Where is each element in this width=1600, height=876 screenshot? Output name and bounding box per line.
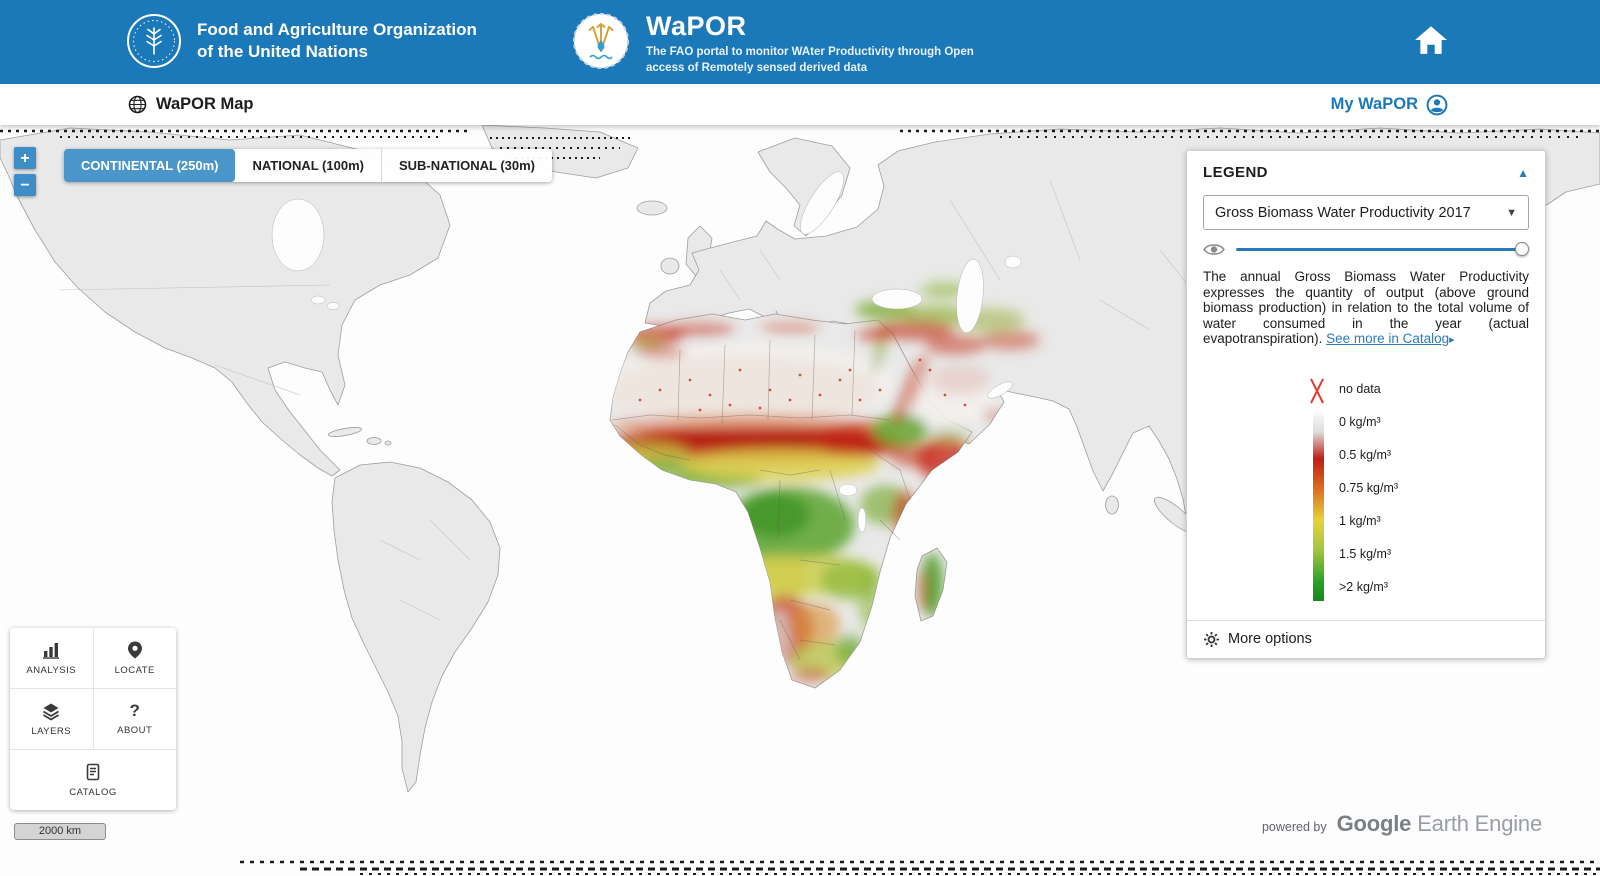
opacity-slider-knob[interactable] xyxy=(1515,242,1529,256)
wapor-branding: WaPOR The FAO portal to monitor WAter Pr… xyxy=(572,12,974,76)
legend-panel: LEGEND ▲ Gross Biomass Water Productivit… xyxy=(1186,150,1546,659)
layers-icon xyxy=(43,703,60,721)
layers-label: LAYERS xyxy=(31,726,72,737)
analysis-button[interactable]: ANALYSIS xyxy=(10,628,93,688)
gear-icon xyxy=(1204,631,1219,647)
home-icon xyxy=(1415,26,1447,54)
layer-description-text: The annual Gross Biomass Water Productiv… xyxy=(1203,269,1529,347)
wapor-logo-icon xyxy=(573,13,629,69)
org-name: Food and Agriculture Organization of the… xyxy=(197,19,477,63)
tools-panel: ANALYSIS LOCATE LAYERS ? xyxy=(10,628,176,810)
see-more-link[interactable]: See more in Catalog xyxy=(1326,331,1450,347)
google-earth-engine-logo[interactable]: Google Earth Engine xyxy=(1336,811,1543,837)
home-button[interactable] xyxy=(1414,24,1448,56)
legend-ramp: no data 0 kg/m³ 0.5 kg/m³ 0.75 kg/m³ 1 k… xyxy=(1299,373,1529,604)
fao-branding[interactable]: Food and Agriculture Organization of the… xyxy=(126,13,477,69)
tab-continental[interactable]: CONTINENTAL (250m) xyxy=(64,149,236,182)
opacity-slider-track xyxy=(1236,248,1525,251)
gee-earth-engine-text: Earth Engine xyxy=(1417,811,1542,836)
resolution-tabs: CONTINENTAL (250m) NATIONAL (100m) SUB-N… xyxy=(64,149,552,182)
catalog-label: CATALOG xyxy=(69,787,117,798)
tools-row-1: ANALYSIS LOCATE xyxy=(10,628,176,689)
layer-select-value: Gross Biomass Water Productivity 2017 xyxy=(1215,204,1471,221)
scale-bar: 2000 km xyxy=(14,823,106,840)
legend-class-075: 0.75 kg/m³ xyxy=(1339,481,1399,496)
zoom-out-button[interactable]: − xyxy=(14,174,36,196)
app-header: Food and Agriculture Organization of the… xyxy=(0,0,1600,84)
org-name-line1: Food and Agriculture Organization xyxy=(197,19,477,39)
org-name-line2: of the United Nations xyxy=(197,42,368,61)
about-button[interactable]: ? ABOUT xyxy=(92,689,176,749)
map-attribution: powered by Google Earth Engine xyxy=(1262,811,1542,837)
legend-header: LEGEND ▲ xyxy=(1187,151,1545,191)
world-map[interactable] xyxy=(0,125,1600,876)
legend-class-2plus: >2 kg/m³ xyxy=(1339,580,1388,595)
question-icon: ? xyxy=(129,701,140,720)
app-title-block: WaPOR The FAO portal to monitor WAter Pr… xyxy=(646,12,974,76)
legend-title: LEGEND xyxy=(1203,164,1268,181)
eye-icon[interactable] xyxy=(1203,242,1225,257)
gee-google-text: Google xyxy=(1336,811,1412,836)
legend-class-05: 0.5 kg/m³ xyxy=(1339,448,1392,463)
opacity-slider[interactable] xyxy=(1236,242,1529,257)
opacity-row xyxy=(1203,242,1529,257)
layer-description: The annual Gross Biomass Water Productiv… xyxy=(1203,269,1529,347)
about-label: ABOUT xyxy=(117,725,153,736)
app-subtitle-line2: access of Remotely sensed derived data xyxy=(646,61,868,74)
collapse-legend-icon[interactable]: ▲ xyxy=(1517,165,1529,180)
locate-label: LOCATE xyxy=(114,665,155,676)
link-arrow-icon: ▸ xyxy=(1449,334,1455,347)
layers-button[interactable]: LAYERS xyxy=(10,689,93,749)
app-subtitle-line1: The FAO portal to monitor WAter Producti… xyxy=(646,46,974,59)
legend-class-15: 1.5 kg/m³ xyxy=(1339,547,1392,562)
analysis-label: ANALYSIS xyxy=(26,665,77,676)
tools-row-2: LAYERS ? ABOUT xyxy=(10,689,176,750)
more-options-button[interactable]: More options xyxy=(1187,619,1545,658)
my-wapor-label: My WaPOR xyxy=(1330,95,1418,113)
app-title: WaPOR xyxy=(646,11,747,41)
map-page-title: WaPOR Map xyxy=(156,95,254,113)
my-wapor-button[interactable]: My WaPOR xyxy=(1331,84,1448,125)
no-data-x-icon xyxy=(1310,378,1324,404)
wapor-map-tab[interactable]: WaPOR Map xyxy=(128,84,253,125)
tools-row-3: CATALOG xyxy=(10,750,176,810)
legend-class-1: 1 kg/m³ xyxy=(1339,514,1381,529)
locate-button[interactable]: LOCATE xyxy=(92,628,176,688)
map-container: + − CONTINENTAL (250m) NATIONAL (100m) S… xyxy=(0,125,1600,876)
bar-chart-icon xyxy=(43,643,60,659)
chevron-down-icon: ▼ xyxy=(1506,206,1517,219)
user-icon xyxy=(1426,94,1448,115)
zoom-in-button[interactable]: + xyxy=(14,147,36,169)
catalog-icon xyxy=(86,763,100,781)
fao-logo-icon xyxy=(127,14,181,68)
layer-select[interactable]: Gross Biomass Water Productivity 2017 ▼ xyxy=(1203,195,1529,230)
globe-icon xyxy=(128,95,147,114)
legend-class-0: 0 kg/m³ xyxy=(1339,415,1381,430)
powered-by-label: powered by xyxy=(1261,820,1327,834)
legend-class-nodata: no data xyxy=(1339,382,1381,397)
legend-gradient-bar xyxy=(1313,408,1324,601)
tab-national[interactable]: NATIONAL (100m) xyxy=(252,158,364,173)
tab-subnational[interactable]: SUB-NATIONAL (30m) xyxy=(380,149,552,182)
legend-body: Gross Biomass Water Productivity 2017 ▼ … xyxy=(1187,191,1545,620)
map-pin-icon xyxy=(127,641,142,659)
more-options-label: More options xyxy=(1228,631,1312,648)
sub-navbar: WaPOR Map My WaPOR xyxy=(0,84,1600,125)
catalog-button[interactable]: CATALOG xyxy=(10,750,176,810)
app-subtitle: The FAO portal to monitor WAter Producti… xyxy=(646,45,974,76)
